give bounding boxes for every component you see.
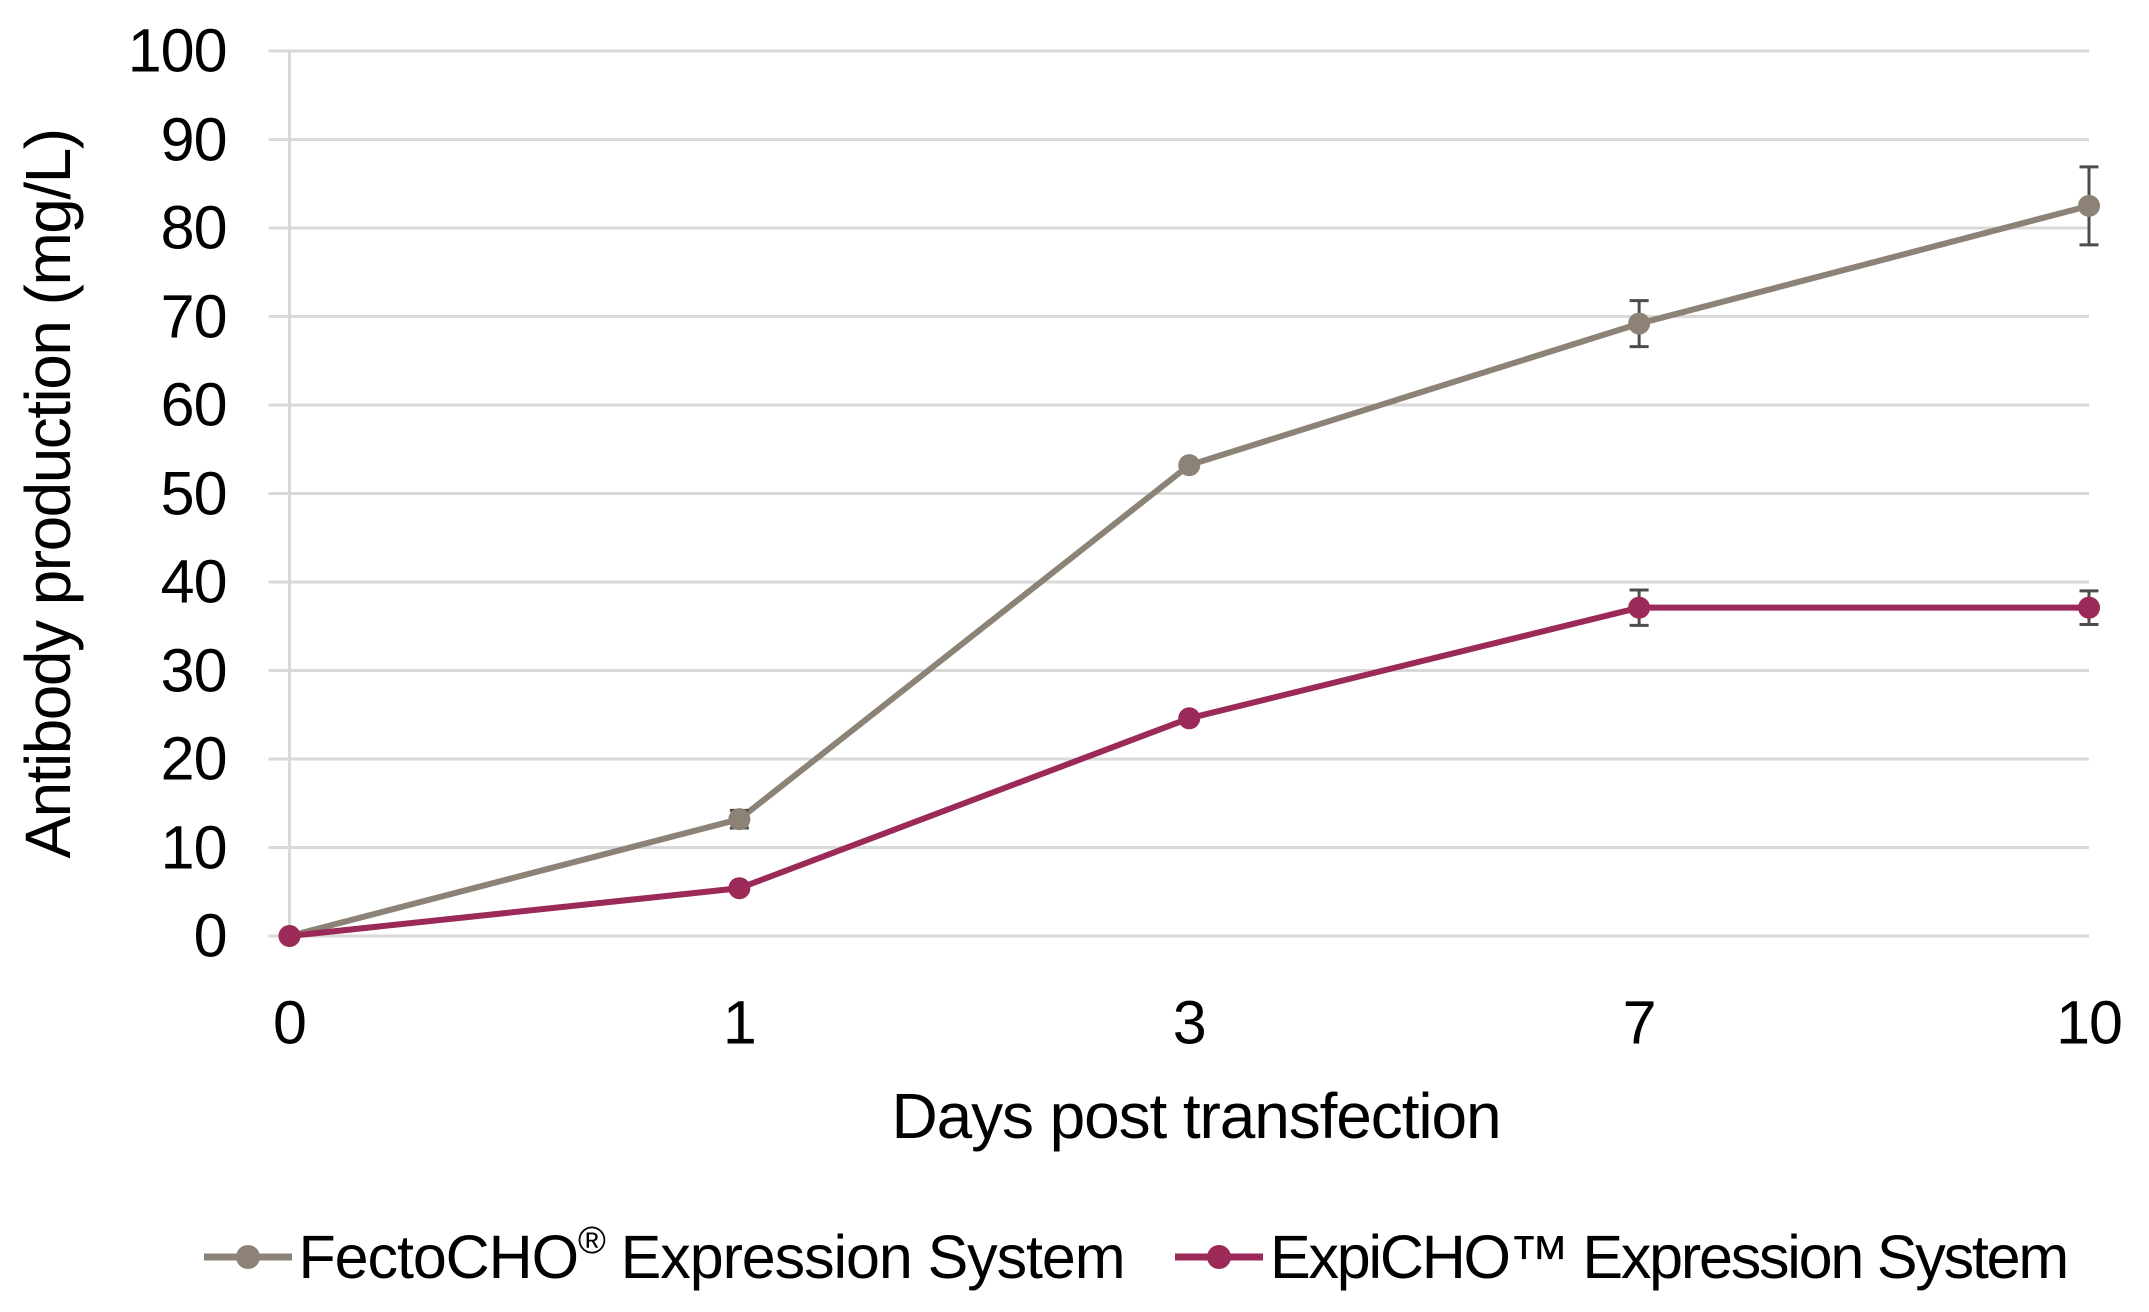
y-axis-title: Antibody production (mg/L) bbox=[11, 130, 85, 859]
x-tick-label-1: 1 bbox=[722, 988, 757, 1057]
y-tick-label-50: 50 bbox=[160, 459, 228, 527]
series-line-1 bbox=[286, 604, 2092, 939]
marker-0-4 bbox=[2078, 194, 2100, 217]
marker-0-3 bbox=[1628, 312, 1651, 335]
marker-1-0 bbox=[278, 925, 301, 947]
x-tick-label-0: 0 bbox=[273, 988, 307, 1057]
marker-1-1 bbox=[728, 877, 751, 900]
y-tick-label-100: 100 bbox=[127, 16, 228, 85]
x-axis-title: Days post transfection bbox=[289, 1079, 2103, 1153]
y-tick-label-0: 0 bbox=[193, 901, 228, 970]
y-tick-label-70: 70 bbox=[160, 282, 228, 350]
y-tick-label-20: 20 bbox=[160, 724, 228, 793]
x-tick-label-7: 7 bbox=[1622, 988, 1657, 1057]
y-tick-label-60: 60 bbox=[160, 370, 228, 439]
marker-1-2 bbox=[1178, 707, 1201, 730]
y-axis-title-text: Antibody production (mg/L) bbox=[12, 129, 84, 859]
marker-0-1 bbox=[728, 808, 751, 831]
x-tick-label-10: 10 bbox=[2056, 988, 2123, 1057]
marker-0-2 bbox=[1178, 454, 1201, 477]
marker-1-4 bbox=[2078, 596, 2100, 619]
y-tick-label-90: 90 bbox=[160, 105, 228, 173]
x-tick-label-3: 3 bbox=[1172, 988, 1207, 1057]
y-tick-label-80: 80 bbox=[160, 193, 228, 262]
marker-1-3 bbox=[1628, 596, 1651, 619]
x-axis-title-text: Days post transfection bbox=[891, 1080, 1502, 1152]
y-tick-label-10: 10 bbox=[160, 813, 228, 881]
y-tick-label-40: 40 bbox=[160, 547, 228, 616]
y-tick-label-30: 30 bbox=[160, 636, 228, 704]
